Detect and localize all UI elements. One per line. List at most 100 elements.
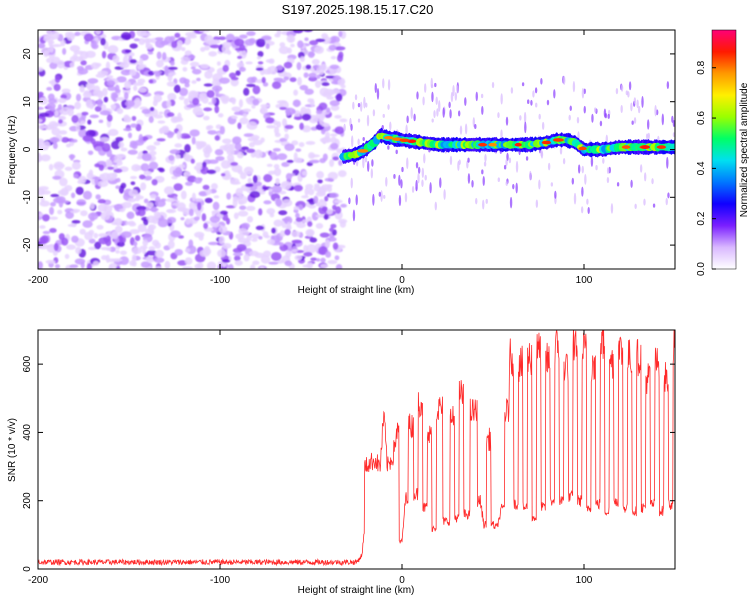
heatmap-noise-cell	[301, 195, 309, 199]
heatmap-noise-cell	[293, 206, 300, 211]
heatmap-noise-cell	[141, 153, 152, 162]
heatmap-noise-cell	[267, 66, 272, 75]
heatmap-noise-cell	[318, 69, 324, 76]
heatmap-streak	[357, 118, 361, 123]
heatmap-noise-cell	[98, 237, 109, 245]
heatmap-noise-cell	[82, 190, 92, 200]
heatmap-noise-cell	[79, 228, 86, 235]
heatmap-streak	[351, 135, 354, 148]
heatmap-noise-cell	[303, 72, 309, 78]
heatmap-noise-cell	[51, 43, 62, 48]
heatmap-noise-cell	[137, 223, 147, 233]
heatmap-streak	[628, 81, 632, 91]
heatmap-noise-cell	[334, 114, 342, 119]
heatmap-noise-cell	[101, 142, 111, 152]
heatmap-noise-cell	[326, 107, 331, 113]
heatmap-y-tick-label: -20	[22, 237, 33, 252]
heatmap-noise-cell	[299, 122, 304, 131]
heatmap-noise-cell	[279, 106, 287, 111]
heatmap-noise-cell	[203, 222, 209, 230]
heatmap-noise-cell	[315, 38, 326, 43]
heatmap-streak	[547, 162, 551, 171]
heatmap-noise-cell	[239, 117, 249, 125]
heatmap-noise-cell	[310, 257, 318, 261]
page-title: S197.2025.198.15.17.C20	[281, 2, 434, 17]
heatmap-noise-cell	[147, 51, 154, 55]
heatmap-noise-cell	[153, 114, 164, 119]
heatmap-noise-cell	[146, 250, 157, 256]
heatmap-noise-cell	[155, 39, 166, 48]
heatmap-noise-cell	[284, 143, 295, 152]
heatmap-streak	[436, 108, 439, 117]
heatmap-noise-cell	[48, 163, 54, 171]
heatmap-band-peak	[621, 145, 631, 149]
heatmap-noise-cell	[62, 47, 67, 55]
heatmap-noise-cell	[305, 141, 316, 145]
heatmap-noise-cell	[317, 187, 326, 196]
heatmap-noise-cell	[291, 239, 302, 244]
snr-y-tick-label: 0	[22, 566, 33, 572]
heatmap-noise-cell	[278, 210, 288, 216]
heatmap-streak	[604, 112, 608, 119]
heatmap-streak	[572, 81, 576, 93]
heatmap-noise-cell	[80, 210, 88, 217]
heatmap-streak	[430, 77, 433, 89]
heatmap-noise-cell	[148, 224, 157, 230]
heatmap-noise-cell	[242, 108, 252, 113]
heatmap-noise-cell	[259, 266, 265, 269]
heatmap-noise-cell	[60, 187, 69, 197]
heatmap-noise-cell	[194, 263, 202, 269]
heatmap-noise-cell	[78, 56, 84, 62]
heatmap-streak	[362, 156, 365, 169]
heatmap-streak	[400, 179, 403, 189]
heatmap-noise-cell	[315, 109, 323, 115]
heatmap-noise-cell	[192, 97, 200, 106]
heatmap-noise-cell	[304, 88, 314, 95]
heatmap-noise-cell	[38, 153, 42, 162]
heatmap-noise-cell	[69, 264, 79, 269]
heatmap-noise-cell	[141, 108, 151, 115]
heatmap-streak	[366, 160, 370, 172]
heatmap-band-peak	[357, 149, 369, 153]
heatmap-noise-cell	[124, 92, 129, 100]
heatmap-noise-cell	[156, 51, 162, 60]
colorbar-tick-label: 0.0	[696, 262, 707, 276]
heatmap-noise-cell	[38, 186, 49, 191]
heatmap-streak	[424, 83, 427, 93]
heatmap-noise-cell	[260, 104, 270, 108]
heatmap-noise-cell	[39, 225, 46, 229]
heatmap-noise-cell	[283, 61, 293, 69]
heatmap-noise-cell	[239, 34, 248, 39]
heatmap-noise-cell	[263, 250, 272, 258]
heatmap-noise-cell	[97, 199, 106, 204]
heatmap-noise-cell	[82, 135, 94, 142]
heatmap-noise-cell	[114, 218, 123, 226]
heatmap-noise-cell	[336, 54, 344, 63]
heatmap-noise-cell	[89, 202, 95, 210]
heatmap-streak	[525, 156, 529, 161]
heatmap-noise-cell	[116, 177, 121, 183]
heatmap-noise-cell	[179, 87, 189, 97]
heatmap-noise-cell	[265, 117, 275, 124]
heatmap-noise-cell	[118, 234, 124, 244]
heatmap-noise-cell	[148, 116, 154, 124]
heatmap-noise-cell	[272, 147, 281, 152]
heatmap-noise-cell	[230, 162, 239, 166]
heatmap-noise-cell	[146, 145, 157, 151]
heatmap-noise-cell	[237, 122, 242, 130]
heatmap-noise-cell	[202, 161, 207, 168]
heatmap-noise-cell	[70, 192, 76, 199]
heatmap-noise-cell	[64, 253, 70, 260]
heatmap-noise-cell	[156, 138, 166, 142]
heatmap-noise-cell	[285, 250, 292, 258]
heatmap-noise-cell	[340, 203, 347, 208]
heatmap-noise-cell	[334, 126, 345, 135]
heatmap-noise-cell	[299, 84, 309, 91]
heatmap-noise-cell	[297, 40, 304, 49]
heatmap-noise-cell	[299, 56, 305, 63]
heatmap-noise-cell	[49, 216, 59, 220]
heatmap-noise-cell	[150, 206, 158, 213]
heatmap-streak	[577, 164, 581, 174]
heatmap-noise-cell	[332, 156, 339, 161]
heatmap-noise-cell	[139, 245, 148, 250]
